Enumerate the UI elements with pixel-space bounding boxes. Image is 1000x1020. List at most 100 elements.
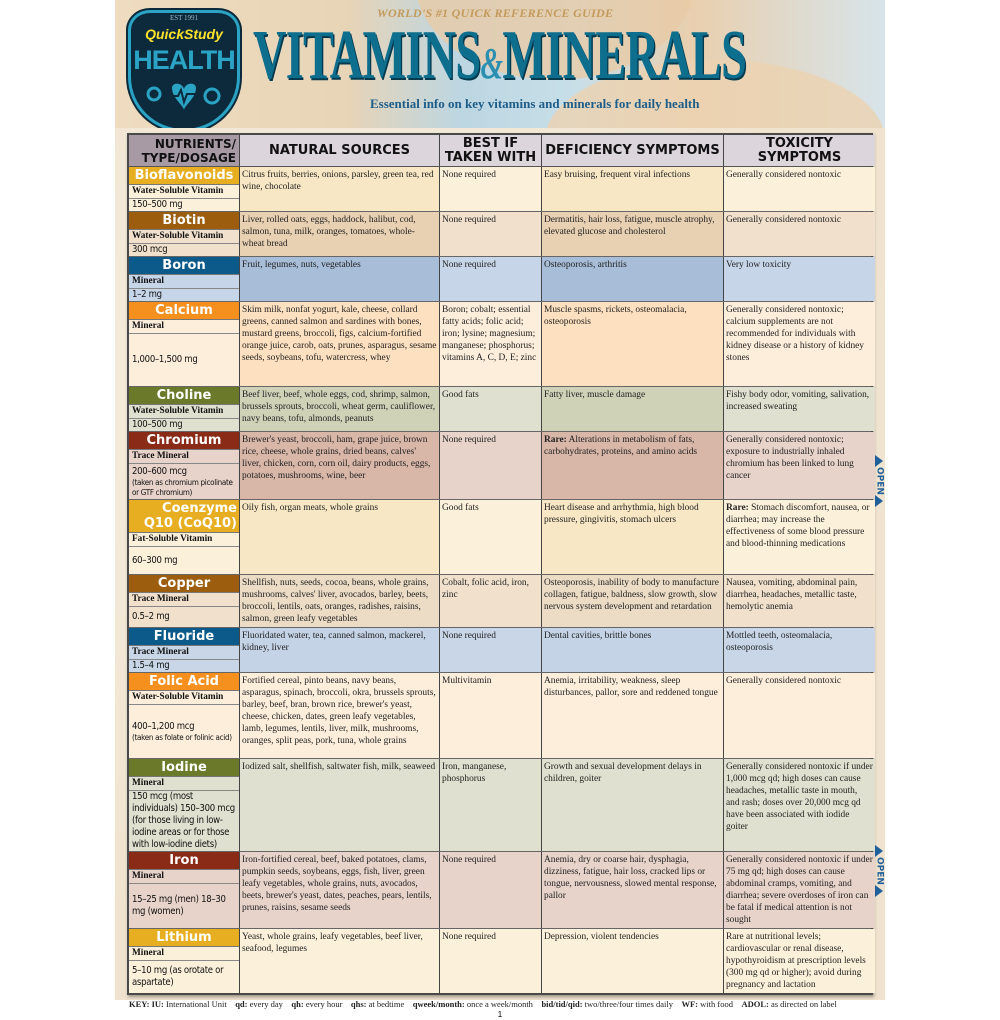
best-taken-with-cell: Good fats [440, 387, 542, 431]
nutrient-dosage: 100–500 mg [132, 419, 183, 430]
natural-sources-cell: Iodized salt, shellfish, saltwater fish,… [240, 759, 440, 851]
deficiency-symptoms-cell: Osteoporosis, arthritis [542, 257, 724, 301]
nutrient-type: Mineral [129, 275, 239, 289]
nutrient-name: Calcium [129, 302, 239, 320]
tagline: WORLD'S #1 QUICK REFERENCE GUIDE [377, 6, 614, 20]
key-item: qd: every day [235, 999, 283, 1009]
column-header-toxicity-symptoms: TOXICITY SYMPTOMS [724, 135, 875, 166]
nutrient-name: Choline [129, 387, 239, 405]
nutrient-type: Trace Mineral [129, 593, 239, 607]
best-taken-with-cell: None required [440, 852, 542, 928]
best-taken-with-cell: None required [440, 257, 542, 301]
nutrient-dosage: 1–2 mg [132, 289, 162, 300]
toxicity-symptoms-cell: Generally considered nontoxic; calcium s… [724, 302, 875, 386]
table-row: Coenzyme Q10 (CoQ10) Fat-Soluble Vitamin… [129, 500, 875, 575]
abbreviation-key: KEY: IU: International Unit qd: every da… [129, 999, 837, 1009]
toxicity-symptoms-cell: Rare: Stomach discomfort, nausea, or dia… [724, 500, 875, 574]
key-item: qhs: at bedtime [350, 999, 405, 1009]
arrow-right-icon [875, 884, 883, 897]
deficiency-symptoms-cell: Depression, violent tendencies [542, 929, 724, 993]
natural-sources-cell: Fluoridated water, tea, canned salmon, m… [240, 628, 440, 672]
nutrient-cell: Biotin Water-Soluble Vitamin 300 mcg [129, 212, 240, 256]
nutrient-cell: Iron Mineral 15–25 mg (men) 18–30 mg (wo… [129, 852, 240, 928]
table-row: Biotin Water-Soluble Vitamin 300 mcg Live… [129, 212, 875, 257]
natural-sources-cell: Fruit, legumes, nuts, vegetables [240, 257, 440, 301]
best-taken-with-cell: Multivitamin [440, 673, 542, 758]
toxicity-symptoms-cell: Fishy body odor, vomiting, salivation, i… [724, 387, 875, 431]
deficiency-symptoms-cell: Easy bruising, frequent viral infections [542, 167, 724, 211]
key-item: IU: International Unit [151, 999, 227, 1009]
nutrient-type: Fat-Soluble Vitamin [129, 533, 239, 547]
toxicity-symptoms-cell: Very low toxicity [724, 257, 875, 301]
nutrient-type: Trace Mineral [129, 450, 239, 464]
nutrient-name: Lithium [129, 929, 239, 947]
nutrient-dosage: 400–1,200 mcg (taken as folate or folinic… [132, 720, 232, 742]
nutrient-type: Water-Soluble Vitamin [129, 691, 239, 705]
deficiency-symptoms-cell: Osteoporosis, inability of body to manuf… [542, 575, 724, 627]
nutrient-type: Water-Soluble Vitamin [129, 405, 239, 419]
heart-pulse-icon [146, 83, 221, 110]
key-item: ADOL: as directed on label [741, 999, 837, 1009]
deficiency-symptoms-cell: Growth and sexual development delays in … [542, 759, 724, 851]
column-header-best-if-taken-with: BEST IF TAKEN WITH [440, 135, 542, 166]
nutrient-cell: Chromium Trace Mineral 200–600 mcg (taken… [129, 432, 240, 499]
nutrient-type: Water-Soluble Vitamin [129, 185, 239, 199]
nutrient-name: Coenzyme Q10 (CoQ10) [129, 500, 239, 533]
natural-sources-cell: Citrus fruits, berries, onions, parsley,… [240, 167, 440, 211]
nutrient-dosage: 0.5–2 mg [132, 611, 170, 622]
table-row: Calcium Mineral 1,000–1,500 mg Skim milk,… [129, 302, 875, 387]
nutrient-name: Biotin [129, 212, 239, 230]
open-tab[interactable]: OPEN [872, 455, 886, 507]
nutrient-cell: Coenzyme Q10 (CoQ10) Fat-Soluble Vitamin… [129, 500, 240, 574]
nutrient-dosage: 150–500 mg [132, 199, 183, 210]
nutrient-dosage: 150 mcg (most individuals) 150–300 mcg (… [132, 791, 235, 850]
table-row: Folic Acid Water-Soluble Vitamin 400–1,2… [129, 673, 875, 759]
nutrient-name: Iodine [129, 759, 239, 777]
nutrient-name: Folic Acid [129, 673, 239, 691]
nutrient-type: Mineral [129, 777, 239, 791]
nutrient-name: Bioflavonoids [129, 167, 239, 185]
nutrient-dosage: 1.5–4 mg [132, 660, 170, 671]
natural-sources-cell: Liver, rolled oats, eggs, haddock, halib… [240, 212, 440, 256]
nutrient-cell: Fluoride Trace Mineral 1.5–4 mg [129, 628, 240, 672]
natural-sources-cell: Yeast, whole grains, leafy vegetables, b… [240, 929, 440, 993]
table-row: Lithium Mineral 5–10 mg (as orotate or a… [129, 929, 875, 993]
header-banner: WORLD'S #1 QUICK REFERENCE GUIDE VITAMIN… [115, 0, 885, 128]
natural-sources-cell: Fortified cereal, pinto beans, navy bean… [240, 673, 440, 758]
best-taken-with-cell: None required [440, 432, 542, 499]
toxicity-symptoms-cell: Rare at nutritional levels; cardiovascul… [724, 929, 875, 993]
table-row: Iodine Mineral 150 mcg (most individuals… [129, 759, 875, 852]
column-header-natural-sources: NATURAL SOURCES [240, 135, 440, 166]
reference-guide-page: WORLD'S #1 QUICK REFERENCE GUIDE VITAMIN… [115, 0, 886, 1019]
toxicity-symptoms-cell: Generally considered nontoxic [724, 212, 875, 256]
toxicity-symptoms-cell: Generally considered nontoxic [724, 167, 875, 211]
toxicity-symptoms-cell: Mottled teeth, osteomalacia, osteoporosi… [724, 628, 875, 672]
best-taken-with-cell: Iron, manganese, phosphorus [440, 759, 542, 851]
nutrient-type: Mineral [129, 870, 239, 884]
deficiency-symptoms-cell: Dermatitis, hair loss, fatigue, muscle a… [542, 212, 724, 256]
nutrient-name: Copper [129, 575, 239, 593]
nutrient-dosage: 200–600 mcg (taken as chromium picolinate… [132, 465, 233, 497]
table-row: Chromium Trace Mineral 200–600 mcg (taken… [129, 432, 875, 500]
nutrient-name: Fluoride [129, 628, 239, 646]
best-taken-with-cell: Boron; cobalt; essential fatty acids; fo… [440, 302, 542, 386]
nutrient-dosage: 1,000–1,500 mg [132, 354, 198, 365]
open-tab[interactable]: OPEN [872, 845, 886, 897]
column-header-deficiency-symptoms: DEFICIENCY SYMPTOMS [542, 135, 724, 166]
nutrient-name: Iron [129, 852, 239, 870]
nutrient-cell: Folic Acid Water-Soluble Vitamin 400–1,2… [129, 673, 240, 758]
table-header-row: NUTRIENTS/ TYPE/DOSAGE NATURAL SOURCES B… [129, 135, 875, 167]
nutrient-cell: Boron Mineral 1–2 mg [129, 257, 240, 301]
toxicity-symptoms-cell: Generally considered nontoxic if under 7… [724, 852, 875, 928]
natural-sources-cell: Skim milk, nonfat yogurt, kale, cheese, … [240, 302, 440, 386]
nutrient-type: Trace Mineral [129, 646, 239, 660]
nutrient-type: Water-Soluble Vitamin [129, 230, 239, 244]
nutrient-type: Mineral [129, 947, 239, 961]
deficiency-symptoms-cell: Heart disease and arrhythmia, high blood… [542, 500, 724, 574]
deficiency-symptoms-cell: Fatty liver, muscle damage [542, 387, 724, 431]
nutrient-name: Chromium [129, 432, 239, 450]
nutrient-dosage: 60–300 mg [132, 554, 178, 566]
page-number: 1 [497, 1010, 503, 1019]
toxicity-symptoms-cell: Generally considered nontoxic if under 1… [724, 759, 875, 851]
nutrient-dosage: 15–25 mg (men) 18–30 mg (women) [132, 894, 226, 917]
